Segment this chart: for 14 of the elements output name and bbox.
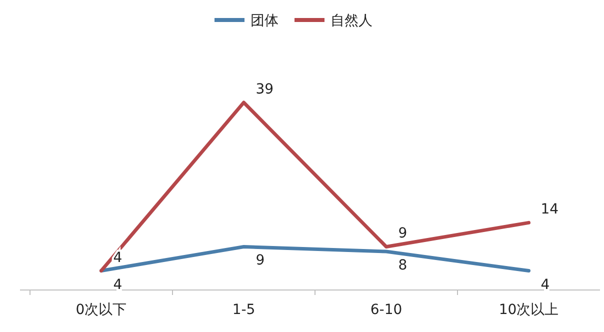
data-label: 4 <box>540 276 550 293</box>
data-label: 4 <box>113 276 122 293</box>
data-label: 4 <box>113 250 122 266</box>
legend-label: 团体 <box>250 13 278 29</box>
x-tick-label: 0次以下 <box>76 302 127 318</box>
data-label: 8 <box>398 258 408 274</box>
data-label: 14 <box>540 202 559 218</box>
x-tick-label: 6-10 <box>370 302 402 318</box>
x-tick-label: 10次以上 <box>498 302 559 318</box>
data-label: 39 <box>256 82 274 98</box>
data-label: 9 <box>398 226 408 242</box>
x-tick-label: 1-5 <box>232 302 256 318</box>
legend-label: 自然人 <box>330 13 372 29</box>
data-label: 9 <box>256 252 265 269</box>
